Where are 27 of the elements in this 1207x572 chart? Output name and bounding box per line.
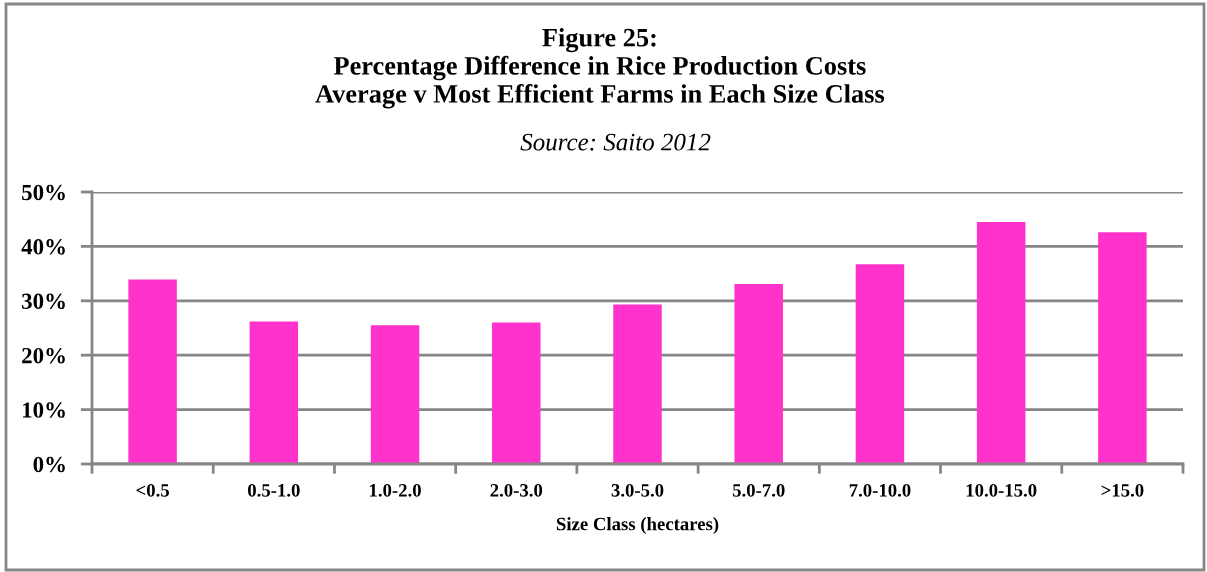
bar <box>613 304 662 464</box>
bar <box>976 221 1026 464</box>
x-tick-label: 2.0-3.0 <box>490 483 543 497</box>
x-tick-label: 1.0-2.0 <box>370 483 421 497</box>
x-tick-label: 7.0-10.0 <box>849 483 911 497</box>
y-tick-label: 0% <box>33 456 65 473</box>
bar <box>1098 232 1147 464</box>
x-tick-label: 3.0-5.0 <box>611 483 664 497</box>
y-tick-label: 30% <box>22 293 65 310</box>
x-tick-label: >15.0 <box>1101 483 1144 497</box>
bar <box>128 279 177 464</box>
y-tick-label: 20% <box>22 347 65 364</box>
chart-title: Figure 25: Percentage Difference in Rice Production Costs Average v Most Efficient Farms in Each Size Class <box>315 28 885 109</box>
source-note: Source: Saito 2012 <box>520 133 711 151</box>
y-tick-label: 10% <box>23 402 65 418</box>
bar <box>492 322 541 464</box>
y-tick-label: 50% <box>22 184 65 201</box>
bar <box>855 264 905 464</box>
x-tick-label: 10.0-15.0 <box>966 483 1037 497</box>
x-tick-label: 0.5-1.0 <box>247 483 300 497</box>
bar <box>249 321 299 464</box>
x-tick-label: <0.5 <box>136 483 169 497</box>
y-tick-label: 40% <box>21 239 65 255</box>
x-axis-title: Size Class (hectares) <box>556 517 719 535</box>
bar <box>370 325 420 464</box>
bar <box>734 283 783 464</box>
x-tick-label: 5.0-7.0 <box>732 483 785 497</box>
